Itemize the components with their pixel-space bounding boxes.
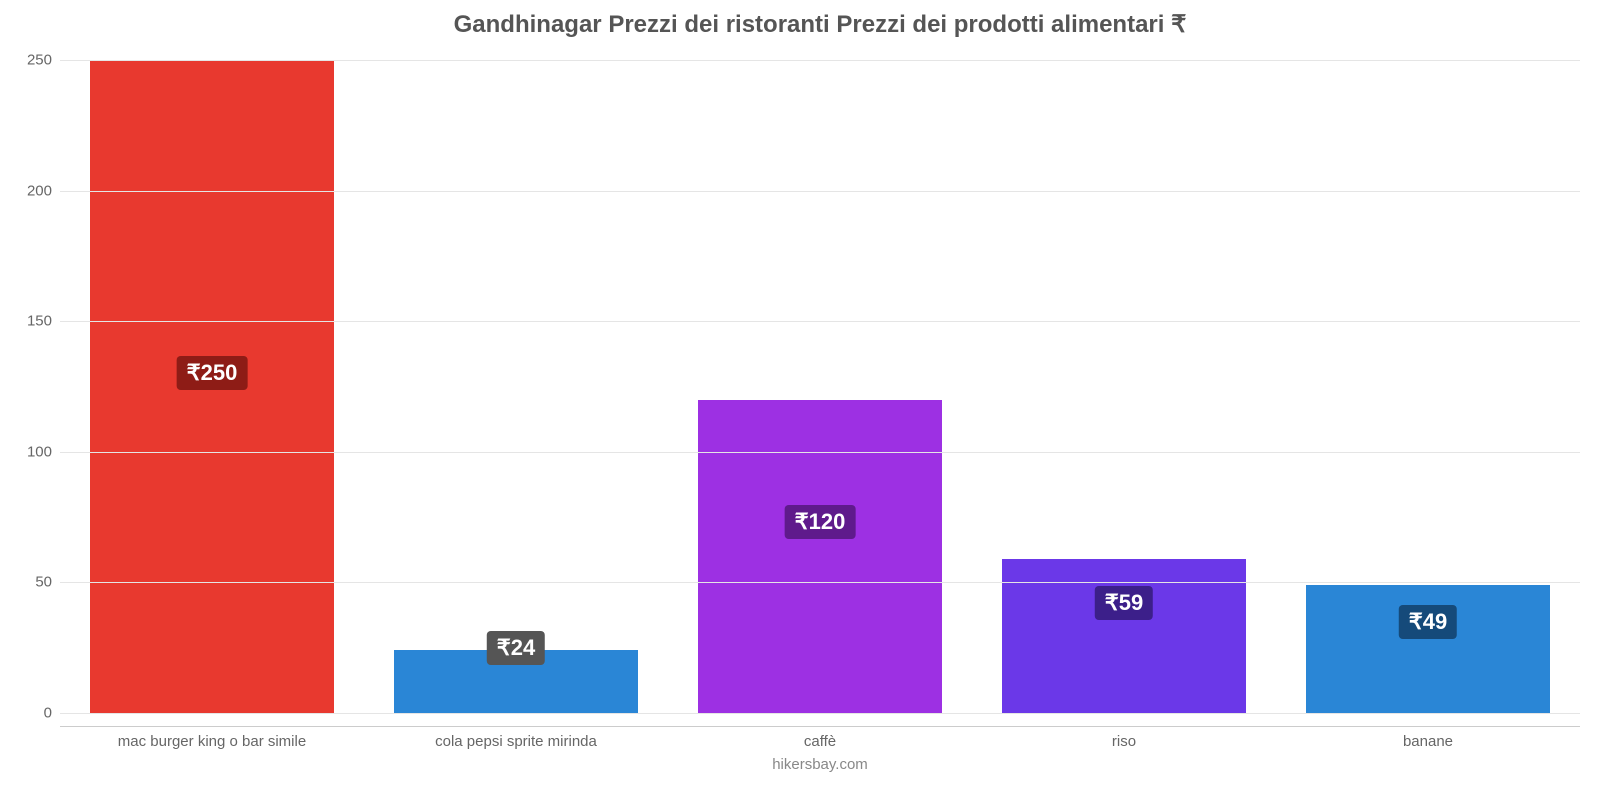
bar-value-label: ₹250 xyxy=(177,356,248,390)
y-tick-label: 50 xyxy=(35,574,60,591)
bar-slot: ₹24 xyxy=(364,47,668,726)
plot-area: ₹250₹24₹120₹59₹49 050100150200250 xyxy=(60,47,1580,727)
bar-value-label: ₹24 xyxy=(487,631,545,665)
bar-slot: ₹49 xyxy=(1276,47,1580,726)
bar xyxy=(698,400,941,713)
x-axis-labels: mac burger king o bar similecola pepsi s… xyxy=(60,733,1580,750)
x-tick-label: riso xyxy=(972,733,1276,750)
bar-value-label-wrap: ₹250 xyxy=(177,356,248,390)
bars-row: ₹250 ₹24 ₹120 ₹59 ₹49 xyxy=(60,47,1580,726)
grid-line xyxy=(60,452,1580,453)
bar-value-label: ₹120 xyxy=(785,505,856,539)
bar-slot: ₹250 xyxy=(60,47,364,726)
x-tick-label: mac burger king o bar simile xyxy=(60,733,364,750)
bar-value-label: ₹49 xyxy=(1399,605,1457,639)
x-tick-label: caffè xyxy=(668,733,972,750)
y-tick-label: 200 xyxy=(27,182,60,199)
grid-line xyxy=(60,321,1580,322)
bar-value-label-wrap: ₹24 xyxy=(487,631,545,665)
x-tick-label: cola pepsi sprite mirinda xyxy=(364,733,668,750)
bar-value-label-wrap: ₹49 xyxy=(1399,605,1457,639)
bar-value-label-wrap: ₹120 xyxy=(785,505,856,539)
chart-container: Gandhinagar Prezzi dei ristoranti Prezzi… xyxy=(0,0,1600,800)
y-tick-label: 0 xyxy=(44,704,60,721)
bar-slot: ₹120 xyxy=(668,47,972,726)
grid-line xyxy=(60,191,1580,192)
grid-line xyxy=(60,713,1580,714)
bar-value-label-wrap: ₹59 xyxy=(1095,586,1153,620)
y-tick-label: 150 xyxy=(27,313,60,330)
y-tick-label: 100 xyxy=(27,443,60,460)
y-tick-label: 250 xyxy=(27,52,60,69)
grid-line xyxy=(60,60,1580,61)
bar-value-label: ₹59 xyxy=(1095,586,1153,620)
bar-slot: ₹59 xyxy=(972,47,1276,726)
chart-footer: hikersbay.com xyxy=(60,756,1580,773)
x-tick-label: banane xyxy=(1276,733,1580,750)
chart-title: Gandhinagar Prezzi dei ristoranti Prezzi… xyxy=(60,10,1580,39)
grid-line xyxy=(60,582,1580,583)
